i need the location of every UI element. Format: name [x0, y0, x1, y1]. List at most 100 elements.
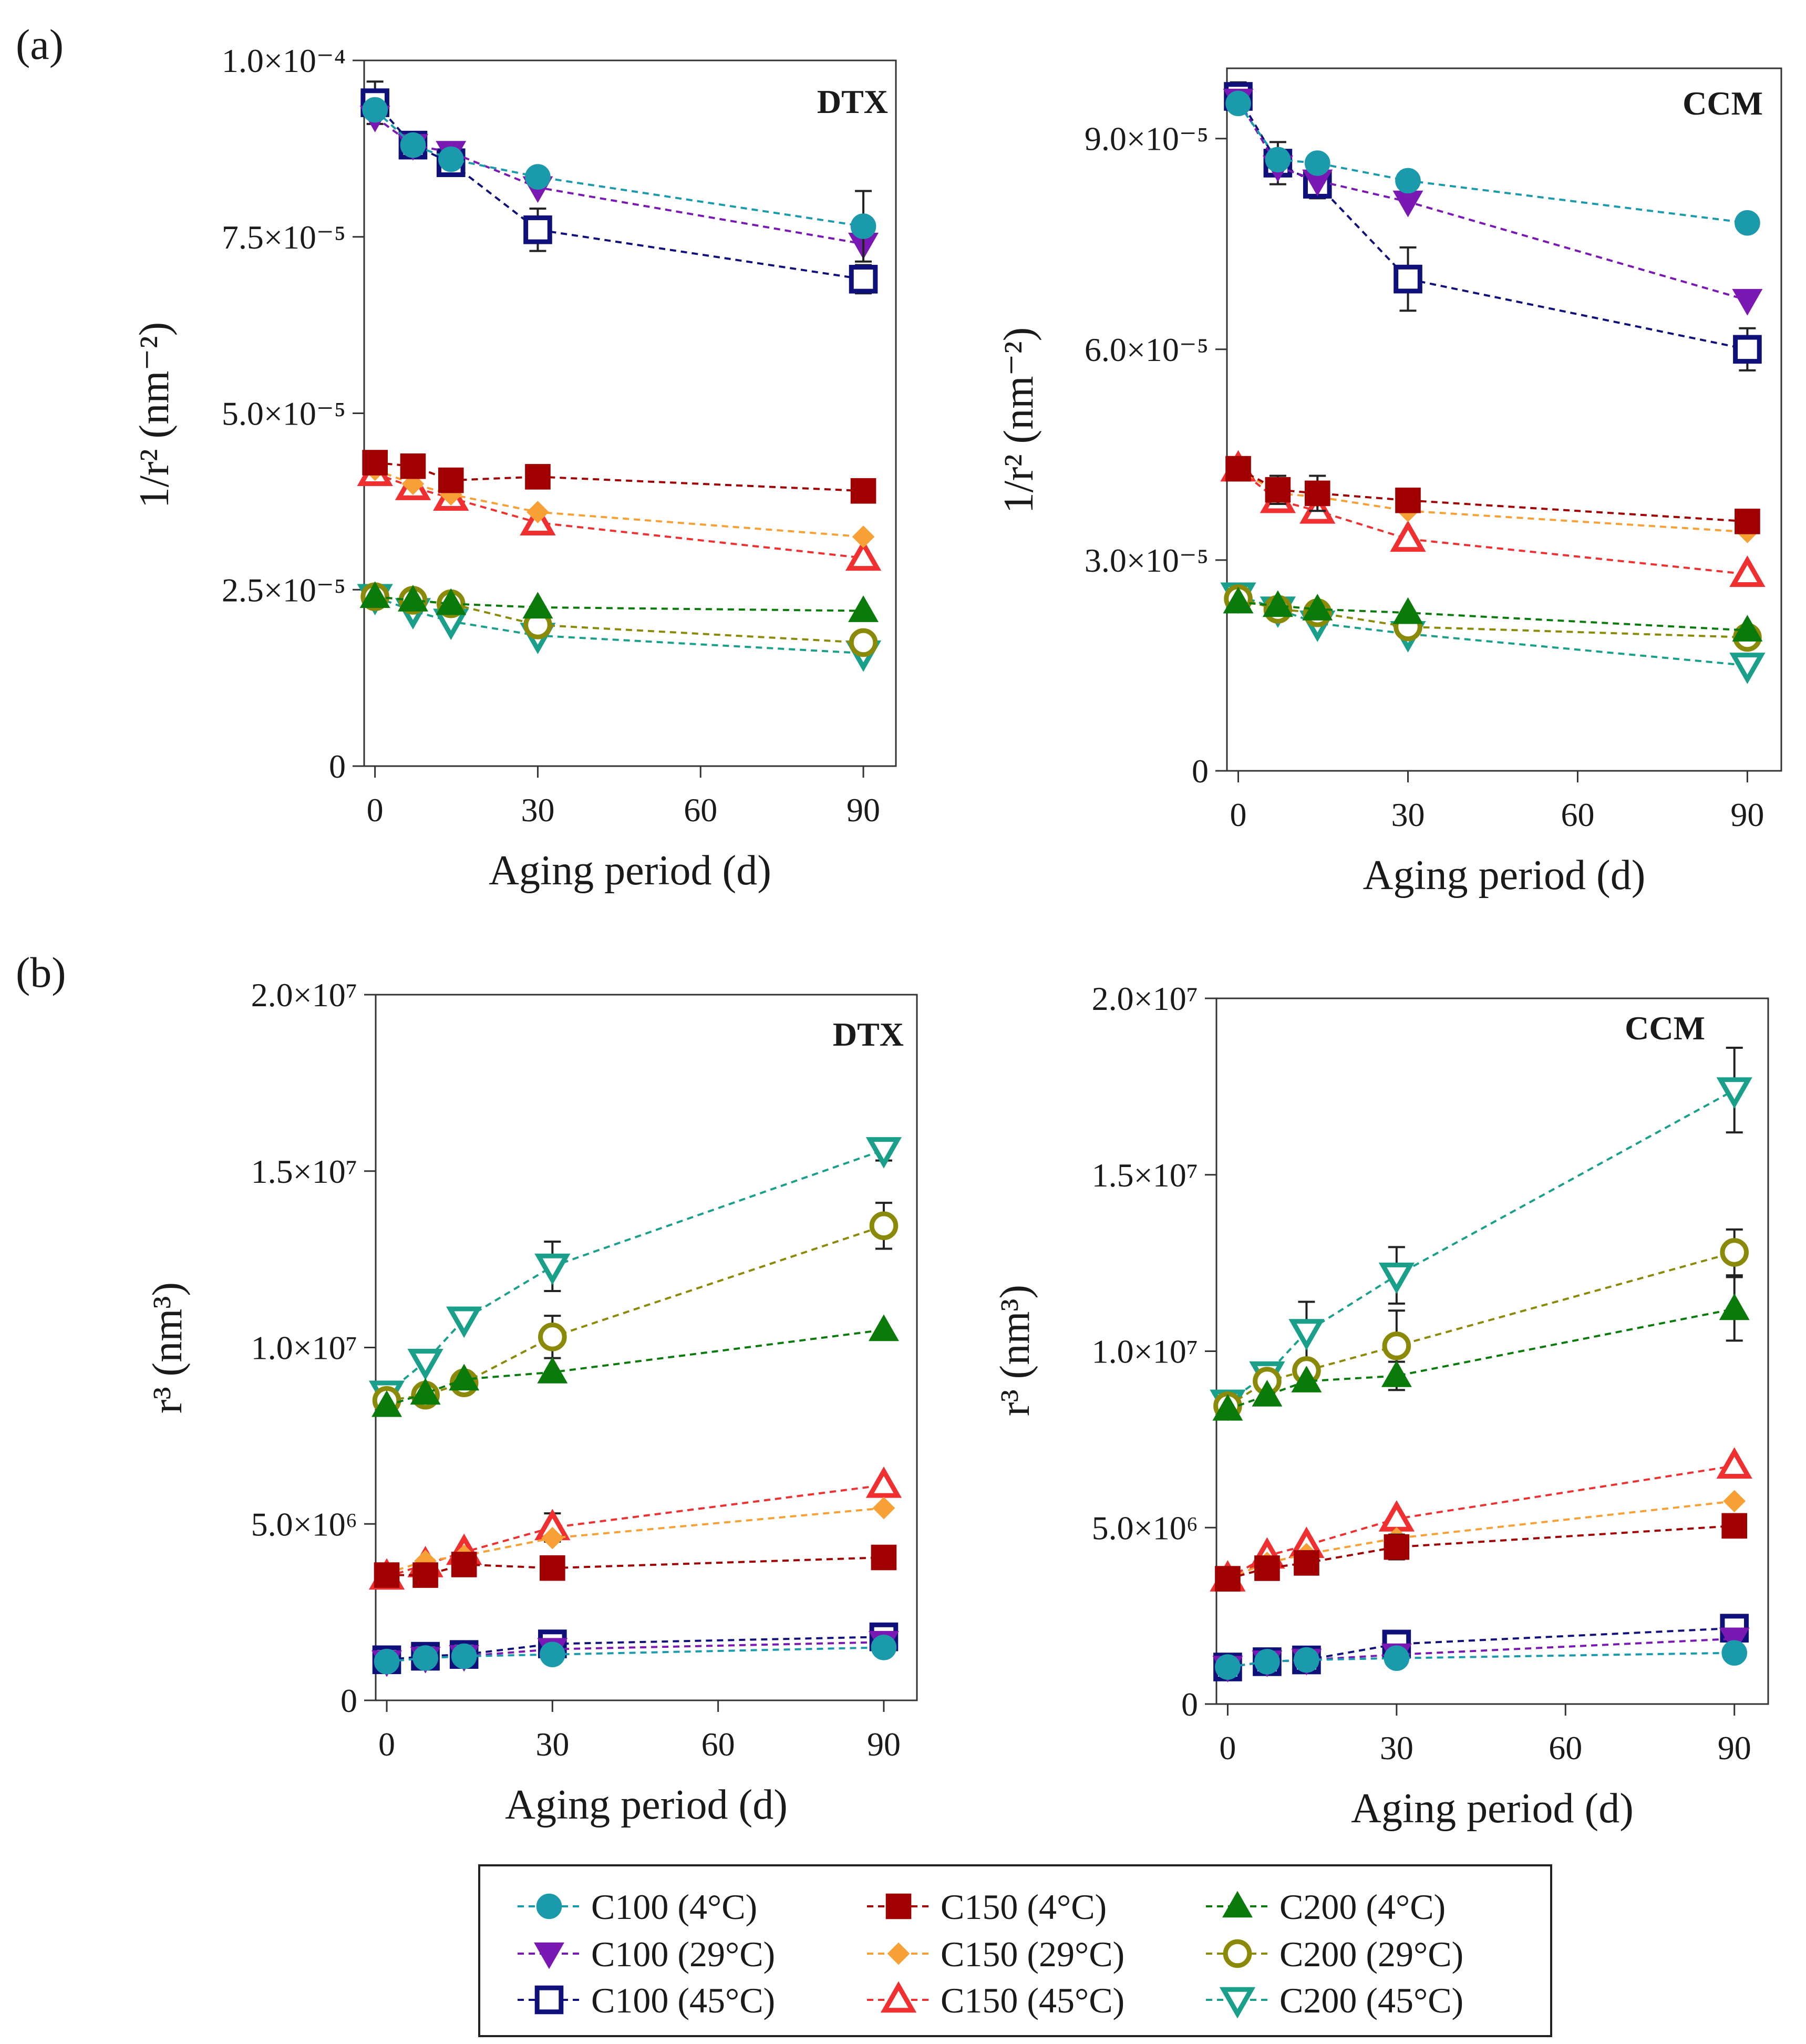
x-tick-label: 0 — [1219, 1729, 1236, 1767]
legend-marker — [885, 1893, 912, 1919]
y-axis-title: 1/r² (nm⁻²) — [131, 322, 178, 509]
legend-label: C150 (4°C) — [941, 1887, 1107, 1927]
data-point — [848, 595, 879, 622]
series-C100_29 — [1223, 88, 1763, 316]
data-point — [523, 215, 552, 244]
data-point — [362, 450, 388, 476]
x-axis-title: Aging period (d) — [505, 1782, 788, 1828]
data-point — [868, 1314, 899, 1341]
series-C200_4 — [359, 581, 879, 622]
data-point — [865, 1466, 902, 1498]
series-C100_4 — [1225, 90, 1760, 236]
series-C100_4 — [374, 1634, 897, 1675]
data-point — [1732, 288, 1763, 316]
series-C200_45 — [1210, 1047, 1752, 1421]
data-point — [1254, 1555, 1280, 1581]
y-tick-label: 5.0×10⁻⁵ — [222, 395, 346, 432]
data-point — [371, 1390, 403, 1417]
data-point — [1304, 150, 1330, 176]
data-point — [1719, 1293, 1750, 1320]
x-tick-label: 60 — [701, 1726, 735, 1763]
series-line — [1227, 1307, 1735, 1411]
data-point — [1223, 586, 1254, 614]
series-C150_45 — [1220, 450, 1766, 587]
data-point — [1262, 590, 1293, 617]
x-tick-label: 30 — [521, 791, 554, 829]
data-point — [1225, 90, 1251, 117]
data-point — [1215, 1654, 1241, 1680]
data-point — [1294, 1550, 1319, 1576]
data-point — [374, 1648, 400, 1675]
chart-title: CCM — [1625, 1009, 1705, 1047]
x-tick-label: 90 — [867, 1726, 901, 1763]
chart-title: CCM — [1683, 85, 1763, 122]
data-point — [1252, 1380, 1283, 1407]
data-point — [850, 213, 876, 239]
legend-entry: C200 (45°C) — [1206, 1980, 1463, 2020]
series-C150_4 — [374, 1544, 897, 1588]
data-point — [374, 1562, 400, 1588]
data-point — [1215, 1566, 1241, 1592]
data-point — [451, 1552, 477, 1577]
y-tick-label: 7.5×10⁻⁵ — [222, 219, 346, 256]
legend-marker — [1219, 1987, 1256, 2019]
data-point — [525, 164, 551, 190]
y-tick-label: 6.0×10⁻⁵ — [1085, 331, 1209, 368]
legend-marker — [536, 1893, 562, 1919]
data-point — [1384, 1645, 1410, 1671]
y-tick-label: 2.0×10⁷ — [1092, 980, 1198, 1017]
data-point — [1735, 210, 1760, 236]
legend-entry: C150 (4°C) — [867, 1887, 1107, 1927]
series-line — [1237, 96, 1748, 350]
legend-box — [478, 1864, 1552, 2037]
x-tick-label: 90 — [1718, 1729, 1751, 1767]
legend-label: C200 (29°C) — [1279, 1934, 1463, 1974]
series-line — [1237, 468, 1748, 523]
data-point — [1265, 477, 1291, 503]
chart-b-dtx: 0 30 60 90 0 5.0×10⁶ 1.0×10⁷ 1.5×10⁷ 2.0×10⁷ Agin… — [145, 976, 918, 1828]
legend-entry: C150 (45°C) — [867, 1980, 1124, 2020]
series-line — [1237, 468, 1748, 533]
series-C100_45 — [1213, 1614, 1749, 1681]
chart-title: DTX — [817, 83, 888, 120]
legend-entry: C150 (29°C) — [867, 1934, 1124, 1974]
y-axis-title: r³ (nm³) — [992, 1285, 1038, 1416]
series-C100_45 — [360, 80, 878, 295]
data-point — [1395, 487, 1421, 513]
legend-marker — [1223, 1939, 1252, 1968]
chart-a-dtx: 0 30 60 90 0 2.5×10⁻⁵ 5.0×10⁻⁵ 7.5×10⁻⁵ 1.0×10⁻⁴… — [131, 42, 897, 894]
data-point — [1384, 1534, 1410, 1560]
legend-entry: C100 (45°C) — [518, 1980, 775, 2020]
legend-label: C100 (45°C) — [591, 1980, 775, 2020]
data-point — [412, 1645, 438, 1671]
data-point — [1390, 520, 1426, 552]
data-point — [537, 1357, 568, 1384]
data-point — [1225, 456, 1251, 482]
data-point — [849, 265, 878, 294]
data-point — [1732, 615, 1763, 642]
y-tick-label: 2.5×10⁻⁵ — [222, 571, 346, 608]
data-point — [449, 1364, 480, 1391]
panel-label-a: (a) — [16, 20, 64, 68]
y-tick-label: 1.5×10⁷ — [1092, 1157, 1198, 1194]
y-tick-label: 0 — [1181, 1686, 1198, 1723]
data-point — [359, 581, 390, 608]
data-point — [397, 584, 428, 612]
series-C200_45 — [368, 1137, 902, 1412]
data-point — [1395, 168, 1421, 194]
data-point — [1729, 653, 1766, 684]
data-point — [872, 1496, 895, 1520]
data-point — [540, 1642, 565, 1668]
data-point — [540, 1555, 565, 1581]
series-line — [375, 595, 864, 612]
data-point — [1721, 1640, 1748, 1666]
chart-b-ccm: 0 30 60 90 0 5.0×10⁶ 1.0×10⁷ 1.5×10⁷ 2.0×10⁷ Agin… — [992, 980, 1769, 1832]
data-point — [1381, 1360, 1412, 1387]
series-line — [374, 116, 864, 245]
legend-entry: C100 (29°C) — [518, 1934, 775, 1974]
data-point — [852, 525, 875, 548]
data-point — [850, 478, 876, 504]
y-tick-label: 9.0×10⁻⁵ — [1085, 120, 1209, 158]
legend-label: C100 (29°C) — [591, 1934, 775, 1974]
y-tick-label: 3.0×10⁻⁵ — [1085, 542, 1209, 579]
